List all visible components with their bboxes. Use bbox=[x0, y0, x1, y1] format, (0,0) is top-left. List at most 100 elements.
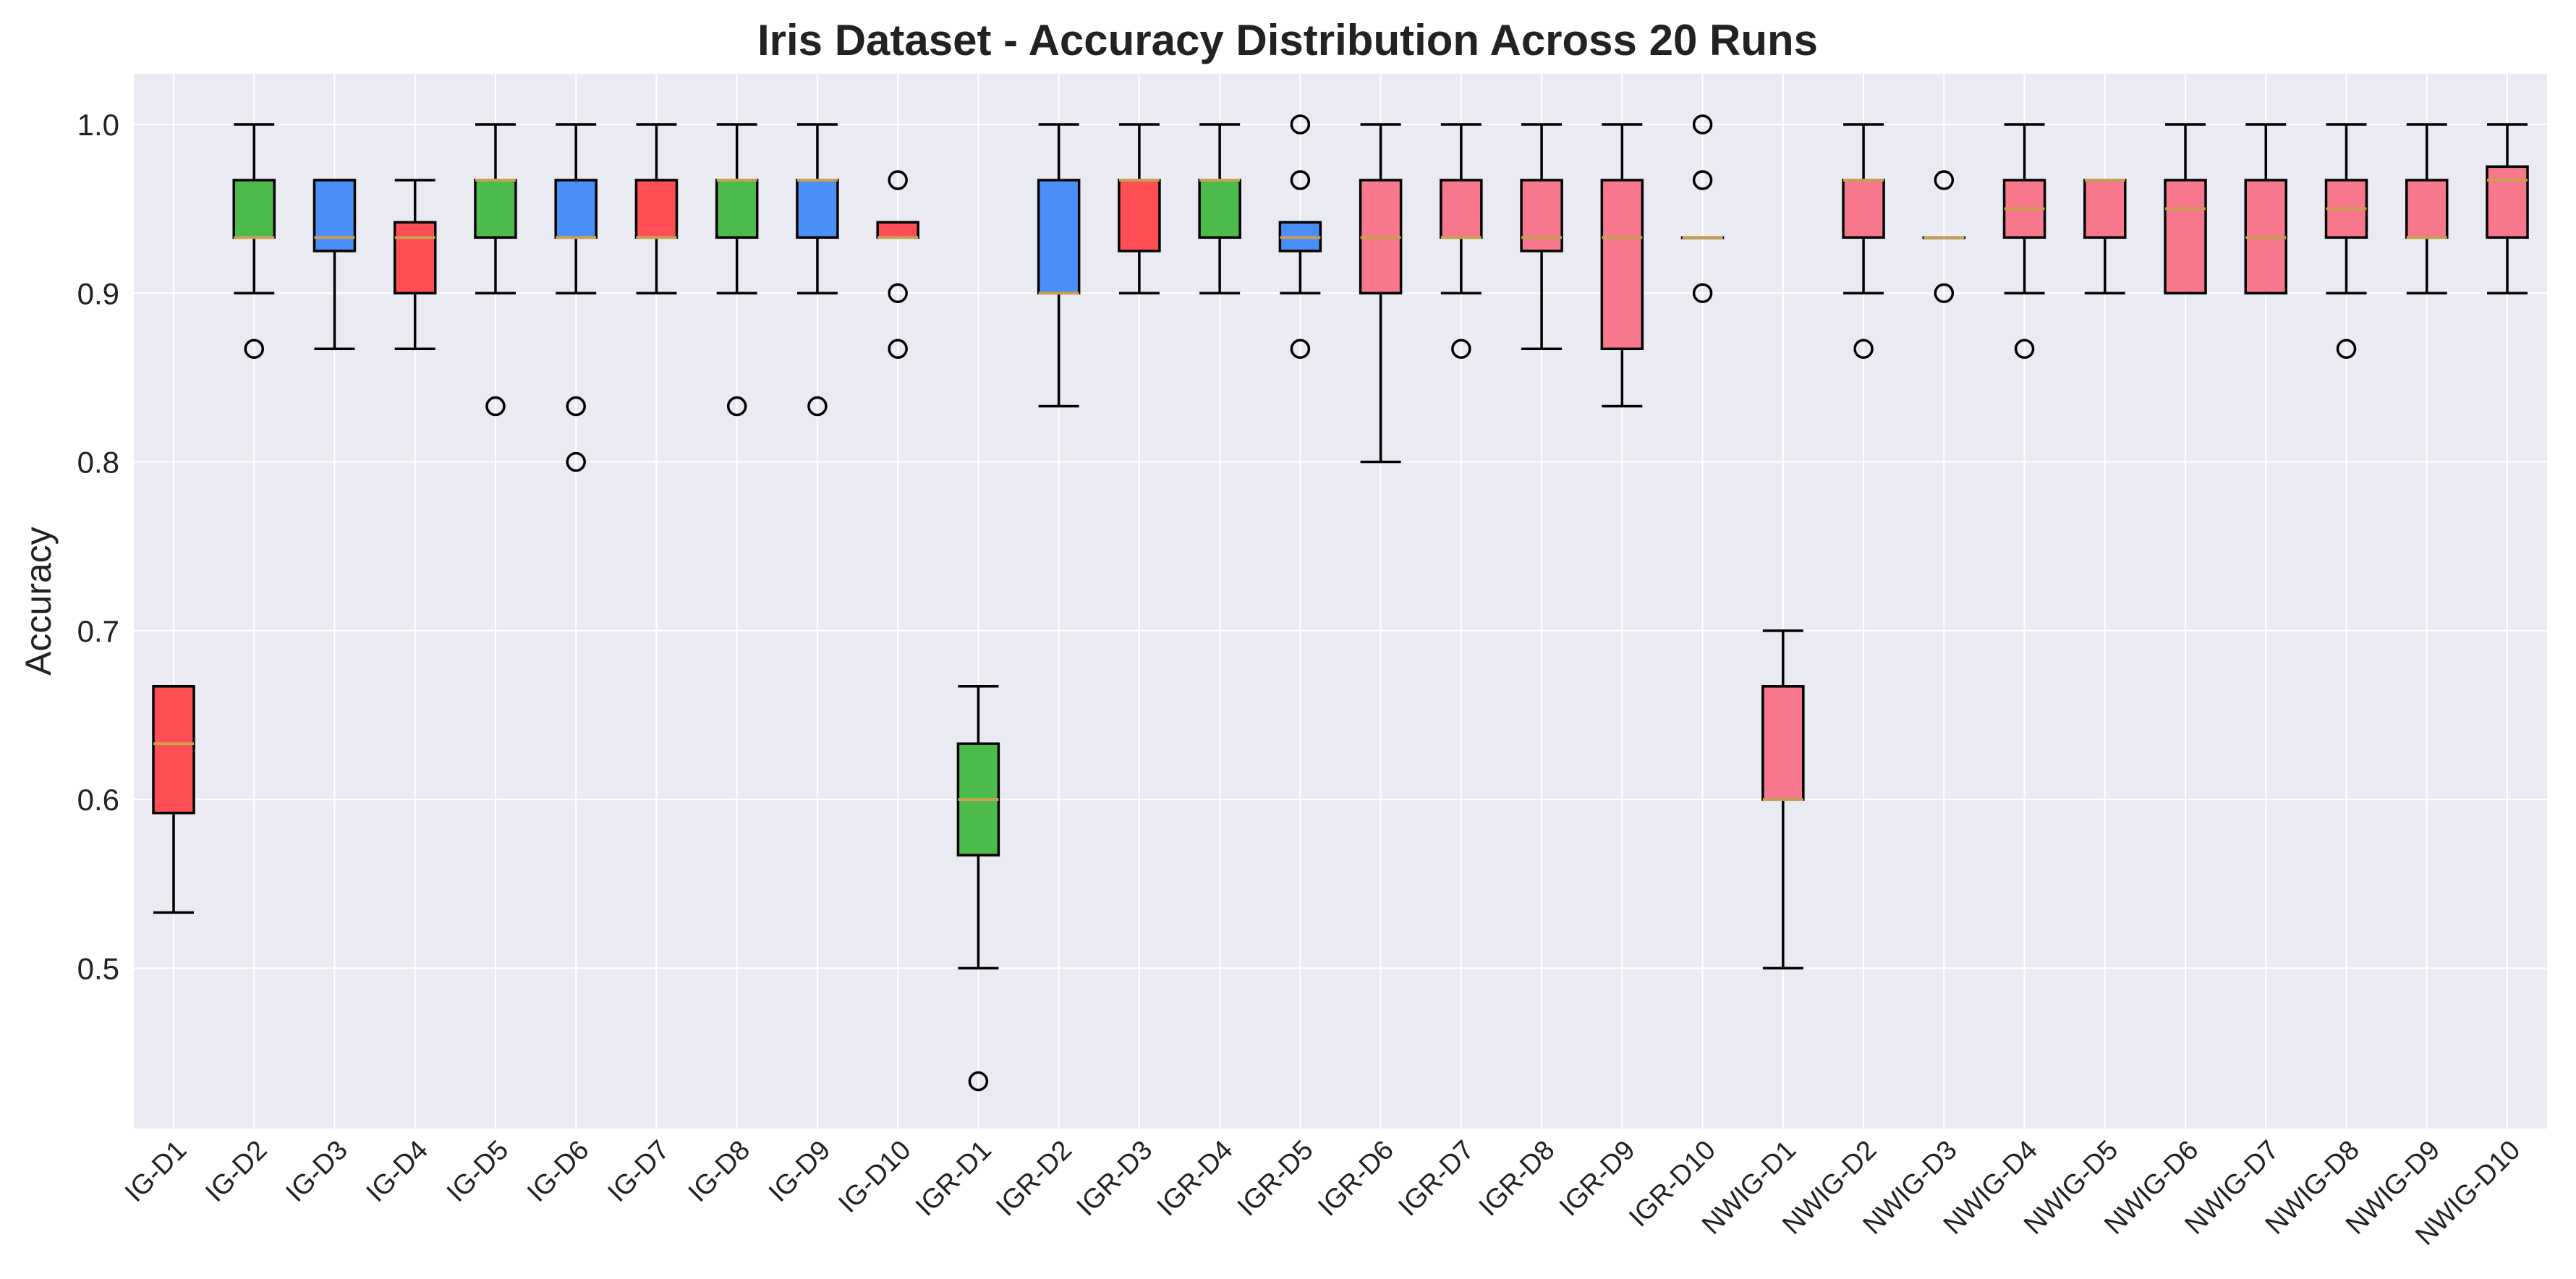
outlier-point bbox=[1290, 339, 1311, 359]
x-tick-label: IG-D8 bbox=[683, 1135, 756, 1208]
outlier-point bbox=[1934, 283, 1955, 304]
box-IGR-D3 bbox=[1118, 123, 1161, 295]
x-tick-label: IG-D3 bbox=[280, 1135, 353, 1208]
box-IGR-D6 bbox=[1359, 123, 1403, 464]
box-iqr bbox=[2486, 165, 2529, 239]
box-iqr bbox=[876, 221, 919, 239]
box-NWIG-D6 bbox=[2164, 123, 2207, 295]
box-iqr bbox=[393, 221, 437, 295]
x-tick-label: IGR-D8 bbox=[1474, 1135, 1561, 1223]
box-IG-D1 bbox=[152, 685, 195, 914]
outlier-point bbox=[888, 283, 908, 304]
box-IGR-D10 bbox=[1680, 114, 1725, 304]
box-IGR-D1 bbox=[956, 685, 1000, 1092]
box-NWIG-D8 bbox=[2324, 123, 2368, 359]
chart-title: Iris Dataset - Accuracy Distribution Acr… bbox=[757, 16, 1818, 64]
y-tick-label: 0.6 bbox=[77, 783, 119, 817]
box-IGR-D7 bbox=[1440, 123, 1483, 359]
outlier-point bbox=[1451, 339, 1471, 359]
box-IG-D5 bbox=[474, 123, 517, 417]
outlier-point bbox=[244, 339, 264, 359]
box-NWIG-D4 bbox=[2002, 123, 2046, 359]
box-iqr bbox=[1198, 179, 1241, 239]
box-IG-D4 bbox=[393, 179, 437, 350]
box-iqr bbox=[313, 179, 357, 252]
outlier-point bbox=[968, 1071, 989, 1092]
box-iqr bbox=[1520, 179, 1563, 252]
box-IG-D2 bbox=[232, 123, 276, 359]
plot-area bbox=[134, 74, 2547, 1129]
box-iqr bbox=[1118, 179, 1161, 252]
outlier-point bbox=[888, 170, 908, 190]
y-tick-label: 0.8 bbox=[77, 446, 119, 480]
outlier-point bbox=[485, 396, 506, 417]
box-iqr bbox=[1842, 179, 1885, 239]
x-tick-label: IGR-D7 bbox=[1393, 1135, 1480, 1223]
x-tick-label: IGR-D3 bbox=[1071, 1135, 1158, 1223]
y-tick-label: 0.9 bbox=[77, 276, 119, 310]
outlier-point bbox=[1692, 114, 1713, 135]
x-tick-label: IGR-D1 bbox=[910, 1135, 998, 1223]
y-tick-label: 0.5 bbox=[77, 951, 119, 985]
box-iqr bbox=[796, 179, 839, 239]
box-iqr bbox=[2083, 179, 2127, 239]
box-NWIG-D2 bbox=[1842, 123, 1885, 359]
box-iqr bbox=[2164, 179, 2207, 295]
outlier-point bbox=[807, 396, 828, 417]
x-tick-label: IG-D7 bbox=[602, 1135, 675, 1208]
box-iqr bbox=[232, 179, 276, 239]
x-tick-label: IG-D10 bbox=[833, 1135, 917, 1219]
box-IGR-D5 bbox=[1278, 114, 1322, 359]
box-iqr bbox=[1761, 685, 1805, 801]
box-iqr bbox=[1600, 179, 1644, 350]
box-IG-D7 bbox=[634, 123, 679, 295]
boxes bbox=[152, 114, 2529, 1092]
x-tick-label: IGR-D5 bbox=[1232, 1135, 1319, 1223]
box-iqr bbox=[715, 179, 759, 239]
box-NWIG-D7 bbox=[2244, 123, 2288, 295]
box-IG-D10 bbox=[876, 170, 919, 359]
box-iqr bbox=[1037, 179, 1081, 295]
outlier-point bbox=[726, 396, 747, 417]
x-axis-ticks: IG-D1 IG-D2 IG-D3 IG-D4 IG-D5 IG-D6 IG-D7 IG-D8… bbox=[119, 1135, 2526, 1252]
outlier-point bbox=[1692, 283, 1713, 304]
box-IG-D3 bbox=[313, 179, 357, 350]
x-tick-label: IG-D4 bbox=[361, 1135, 434, 1208]
box-iqr bbox=[1440, 179, 1483, 239]
outlier-point bbox=[2014, 339, 2035, 359]
box-NWIG-D10 bbox=[2486, 123, 2529, 295]
box-iqr bbox=[2405, 179, 2449, 239]
outlier-point bbox=[2336, 339, 2357, 359]
x-tick-label: IG-D6 bbox=[522, 1135, 595, 1208]
outlier-point bbox=[1290, 170, 1311, 190]
x-tick-label: IG-D5 bbox=[441, 1135, 514, 1208]
x-tick-label: IG-D1 bbox=[119, 1135, 192, 1208]
box-iqr bbox=[554, 179, 598, 239]
box-IGR-D2 bbox=[1037, 123, 1081, 408]
box-IG-D8 bbox=[715, 123, 759, 417]
outlier-point bbox=[1934, 170, 1955, 190]
box-NWIG-D9 bbox=[2405, 123, 2449, 295]
outlier-point bbox=[566, 451, 586, 472]
outlier-point bbox=[566, 396, 586, 417]
box-IGR-D8 bbox=[1520, 123, 1563, 350]
x-tick-label: IGR-D6 bbox=[1312, 1135, 1400, 1223]
y-tick-label: 0.7 bbox=[77, 614, 119, 648]
box-IGR-D4 bbox=[1198, 123, 1241, 295]
box-iqr bbox=[152, 685, 195, 815]
box-NWIG-D3 bbox=[1922, 170, 1966, 304]
x-tick-label: IGR-D4 bbox=[1152, 1135, 1239, 1223]
y-axis-ticks: 0.5 0.6 0.7 0.8 0.9 1.0 bbox=[77, 108, 119, 985]
box-NWIG-D1 bbox=[1761, 629, 1805, 970]
outlier-point bbox=[1290, 114, 1311, 135]
box-IG-D9 bbox=[796, 123, 839, 417]
box-NWIG-D5 bbox=[2083, 178, 2127, 295]
outlier-point bbox=[1853, 339, 1874, 359]
y-axis-label: Accuracy bbox=[18, 527, 59, 676]
outlier-point bbox=[888, 339, 908, 359]
box-iqr bbox=[634, 179, 679, 239]
x-tick-label: IG-D9 bbox=[763, 1135, 836, 1208]
box-IG-D6 bbox=[554, 123, 598, 472]
box-IGR-D9 bbox=[1600, 123, 1644, 408]
